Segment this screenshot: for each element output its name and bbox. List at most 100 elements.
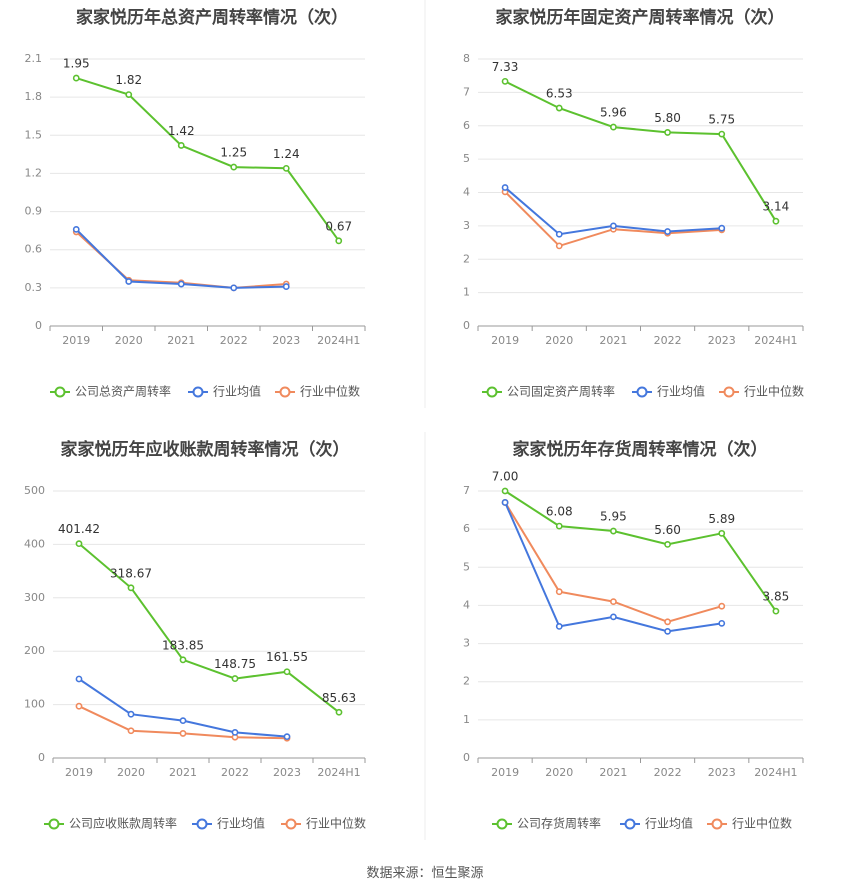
data-point-industry-avg xyxy=(555,230,563,238)
data-label: 0.67 xyxy=(325,219,352,233)
data-point-company xyxy=(610,123,617,131)
legend-item-company: 公司固定资产周转率 xyxy=(482,384,615,399)
y-tick-label: 5 xyxy=(463,560,470,573)
data-label: 318.67 xyxy=(110,566,152,580)
legend-label: 公司应收账款周转率 xyxy=(69,816,177,831)
data-point-company xyxy=(177,142,185,149)
legend-marker xyxy=(196,818,208,830)
x-tick-label: 2020 xyxy=(117,766,145,779)
series-line-company xyxy=(78,542,340,714)
data-point-company xyxy=(335,708,343,716)
data-point-industry-median xyxy=(718,602,726,610)
y-tick-label: 1 xyxy=(463,713,470,726)
legend-marker xyxy=(285,818,297,830)
legend-marker xyxy=(192,386,204,398)
y-tick-label: 200 xyxy=(24,644,45,657)
data-label: 3.14 xyxy=(763,200,790,214)
data-point-industry-avg xyxy=(664,627,671,635)
series-line-industry-avg xyxy=(75,228,287,289)
legend-label: 公司存货周转率 xyxy=(517,816,601,831)
data-label: 85.63 xyxy=(322,691,356,705)
legend-item-industry-avg: 行业均值 xyxy=(632,384,705,399)
x-tick-label: 2020 xyxy=(545,334,573,347)
chart-panel-4: 家家悦历年存货周转率情况（次） 0 1 2 3 4 5 6 7 2019 2020 2021 2022 2… xyxy=(463,439,804,831)
data-point-industry-median xyxy=(179,730,187,737)
legend-label: 公司总资产周转率 xyxy=(75,384,171,399)
data-label: 183.85 xyxy=(162,638,204,652)
x-tick-label: 2020 xyxy=(115,334,143,347)
legend-item-industry-avg: 行业均值 xyxy=(188,384,261,399)
data-label: 401.42 xyxy=(58,522,100,536)
y-tick-label: 0.3 xyxy=(25,281,43,294)
legend-marker xyxy=(723,386,735,398)
data-label: 5.95 xyxy=(600,510,627,524)
x-tick-label: 2019 xyxy=(491,766,519,779)
data-point-company xyxy=(127,584,135,592)
legend-marker xyxy=(496,818,508,830)
x-tick-label: 2022 xyxy=(654,334,682,347)
y-tick-label: 2 xyxy=(463,675,470,688)
data-point-industry-median xyxy=(610,598,617,606)
data-label: 5.89 xyxy=(708,512,735,526)
data-point-industry-avg xyxy=(230,284,238,292)
x-tick-label: 2023 xyxy=(708,334,736,347)
data-point-industry-avg xyxy=(231,728,239,736)
data-point-company xyxy=(610,527,617,535)
data-point-company xyxy=(718,130,726,138)
data-point-company xyxy=(282,164,290,172)
data-label: 5.80 xyxy=(654,111,681,125)
legend-label: 行业均值 xyxy=(657,384,705,399)
data-point-company xyxy=(501,487,509,495)
data-point-company xyxy=(231,675,239,682)
data-point-industry-median xyxy=(127,727,135,735)
x-tick-label: 2022 xyxy=(221,766,249,779)
data-point-industry-avg xyxy=(179,717,187,725)
legend-label: 行业均值 xyxy=(645,816,693,831)
y-tick-label: 500 xyxy=(24,484,45,497)
legend-item-company: 公司总资产周转率 xyxy=(50,384,171,399)
legend-label: 行业中位数 xyxy=(306,816,366,831)
data-point-company xyxy=(230,163,238,171)
y-tick-label: 1.8 xyxy=(25,90,43,103)
data-point-company xyxy=(283,668,291,676)
data-point-company xyxy=(72,74,80,82)
data-label: 5.60 xyxy=(654,523,681,537)
data-label: 1.24 xyxy=(273,147,300,161)
y-tick-label: 8 xyxy=(463,52,470,65)
x-tick-label: 2021 xyxy=(169,766,197,779)
x-tick-label: 2022 xyxy=(220,334,248,347)
series-line-company xyxy=(76,77,340,242)
series-line-industry-avg xyxy=(78,678,288,738)
data-point-industry-avg xyxy=(610,222,617,230)
y-tick-label: 1.5 xyxy=(25,128,43,141)
data-point-industry-avg xyxy=(718,224,726,232)
chart-panel-3: 家家悦历年应收账款周转率情况（次） 0 100 200 300 400 500 2019 202… xyxy=(24,439,366,831)
x-tick-label: 2024H1 xyxy=(317,766,360,779)
x-tick-label: 2024H1 xyxy=(754,766,797,779)
y-tick-label: 3 xyxy=(463,219,470,232)
data-point-industry-avg xyxy=(72,225,80,233)
data-point-industry-median xyxy=(555,588,563,596)
data-point-company xyxy=(125,91,133,98)
x-tick-label: 2020 xyxy=(545,766,573,779)
x-tick-label: 2019 xyxy=(491,334,519,347)
data-point-industry-avg xyxy=(177,280,185,288)
legend-label: 行业中位数 xyxy=(744,384,804,399)
y-tick-label: 0 xyxy=(463,319,470,332)
x-tick-label: 2022 xyxy=(654,766,682,779)
x-tick-label: 2019 xyxy=(62,334,90,347)
data-label: 148.75 xyxy=(214,657,256,671)
y-tick-label: 7 xyxy=(463,484,470,497)
chart-title: 家家悦历年应收账款周转率情况（次） xyxy=(61,439,350,460)
data-point-industry-avg xyxy=(501,184,509,191)
x-tick-label: 2024H1 xyxy=(754,334,797,347)
data-label: 1.95 xyxy=(63,57,90,71)
y-tick-label: 0 xyxy=(35,319,42,332)
data-label: 1.25 xyxy=(220,146,247,160)
y-tick-label: 2 xyxy=(463,252,470,265)
legend-item-industry-median: 行业中位数 xyxy=(707,816,792,831)
data-label: 6.53 xyxy=(546,87,573,101)
y-tick-label: 0.6 xyxy=(25,243,43,256)
data-point-industry-median xyxy=(555,242,563,250)
data-point-company xyxy=(179,656,187,664)
